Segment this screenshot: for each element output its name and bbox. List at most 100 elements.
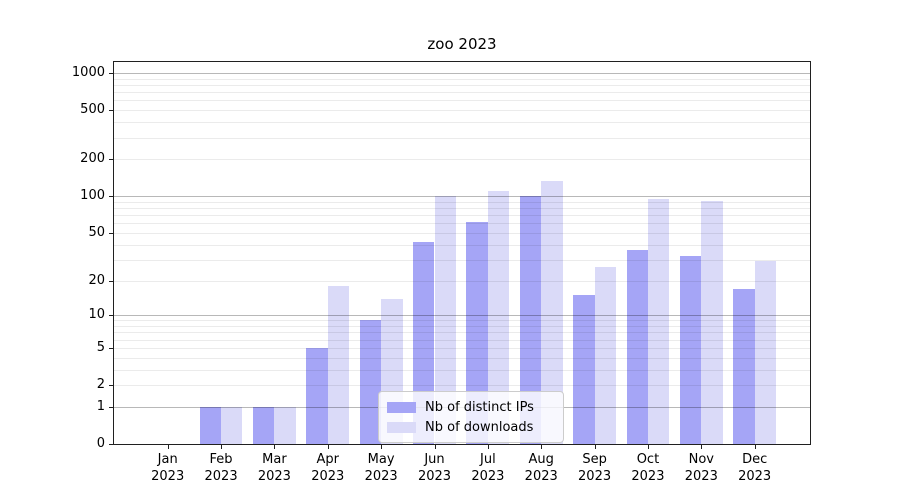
bar-distinct-ips-apr <box>306 347 328 444</box>
x-tick-mark <box>327 444 329 449</box>
y-tick-label: 20 <box>88 272 105 288</box>
x-tick-label: Sep 2023 <box>578 452 612 484</box>
legend-item-distinct-ips: Nb of distinct IPs <box>387 397 555 417</box>
minor-gridline <box>114 122 810 124</box>
x-tick-mark <box>434 444 436 449</box>
x-tick-label: Jan 2023 <box>151 452 185 484</box>
x-tick-mark <box>594 444 596 449</box>
y-tick-label: 5 <box>96 339 105 355</box>
x-tick-label: Nov 2023 <box>684 452 718 484</box>
minor-gridline <box>114 92 810 94</box>
major-gridline <box>114 196 810 198</box>
legend-label-distinct-ips: Nb of distinct IPs <box>425 399 534 415</box>
bar-distinct-ips-jul <box>466 222 488 444</box>
legend-swatch-downloads-icon <box>387 421 416 433</box>
x-tick-mark <box>541 444 543 449</box>
minor-gridline <box>114 159 810 161</box>
minor-gridline <box>114 78 810 80</box>
bar-downloads-mar <box>274 406 296 444</box>
minor-gridline <box>114 259 810 261</box>
y-tick-label: 2 <box>96 377 105 393</box>
bar-downloads-nov <box>701 200 723 444</box>
x-tick-mark <box>221 444 223 449</box>
bar-distinct-ips-oct <box>626 250 648 444</box>
x-tick-mark <box>754 444 756 449</box>
x-tick-label: Dec 2023 <box>738 452 772 484</box>
major-gridline <box>114 73 810 75</box>
minor-gridline <box>114 357 810 359</box>
y-tick-label: 50 <box>88 224 105 240</box>
legend: Nb of distinct IPs Nb of downloads <box>378 391 564 443</box>
minor-gridline <box>114 339 810 341</box>
x-tick-label: Oct 2023 <box>631 452 665 484</box>
minor-gridline <box>114 326 810 328</box>
y-tick-label: 500 <box>80 102 105 118</box>
y-tick-label: 0 <box>96 436 105 451</box>
x-tick-mark <box>487 444 489 449</box>
minor-gridline <box>114 244 810 246</box>
bar-downloads-feb <box>221 406 243 444</box>
bar-downloads-oct <box>647 198 670 444</box>
minor-gridline <box>114 385 810 387</box>
x-tick-mark <box>647 444 649 449</box>
y-tick-mark <box>109 196 114 198</box>
y-tick-mark <box>109 406 114 408</box>
x-tick-label: Jun 2023 <box>417 452 452 484</box>
x-tick-label: Aug 2023 <box>524 452 558 484</box>
y-tick-mark <box>109 347 114 349</box>
minor-gridline <box>114 232 810 234</box>
y-tick-mark <box>109 232 114 234</box>
minor-gridline <box>114 280 810 282</box>
y-tick-label: 200 <box>80 151 105 167</box>
bar-downloads-aug <box>541 181 563 444</box>
x-tick-label: Feb 2023 <box>204 452 238 484</box>
minor-gridline <box>114 201 810 203</box>
bar-distinct-ips-aug <box>519 196 542 444</box>
y-tick-label: 10 <box>88 307 105 323</box>
y-tick-label: 1 <box>96 398 105 414</box>
minor-gridline <box>114 100 810 102</box>
x-tick-mark <box>381 444 383 449</box>
y-tick-label: 1000 <box>71 65 105 81</box>
minor-gridline <box>114 208 810 210</box>
legend-item-downloads: Nb of downloads <box>387 417 555 437</box>
bar-distinct-ips-mar <box>253 406 275 444</box>
minor-gridline <box>114 320 810 322</box>
minor-gridline <box>114 137 810 139</box>
x-tick-label: Mar 2023 <box>257 452 291 484</box>
minor-gridline <box>114 347 810 349</box>
minor-gridline <box>114 223 810 225</box>
bar-downloads-apr <box>327 285 350 444</box>
minor-gridline <box>114 110 810 112</box>
x-tick-label: May 2023 <box>364 452 398 484</box>
bar-downloads-sep <box>594 267 616 444</box>
plot-area <box>109 61 811 449</box>
y-tick-mark <box>109 315 114 317</box>
bar-downloads-jul <box>487 191 510 444</box>
y-tick-mark <box>109 159 114 161</box>
minor-gridline <box>114 369 810 371</box>
major-gridline <box>114 315 810 317</box>
y-tick-mark <box>109 280 114 282</box>
legend-label-downloads: Nb of downloads <box>425 419 534 435</box>
legend-swatch-distinct-ips-icon <box>387 401 416 413</box>
x-tick-mark <box>701 444 703 449</box>
y-tick-mark <box>109 110 114 112</box>
y-tick-label: 100 <box>80 188 105 204</box>
minor-gridline <box>114 85 810 87</box>
minor-gridline <box>114 215 810 217</box>
chart-title: zoo 2023 <box>427 35 497 53</box>
bar-distinct-ips-may <box>359 320 382 444</box>
x-tick-mark <box>274 444 276 449</box>
y-tick-mark <box>109 385 114 387</box>
bar-downloads-dec <box>754 261 777 444</box>
minor-gridline <box>114 332 810 334</box>
bar-distinct-ips-nov <box>679 256 702 444</box>
bar-distinct-ips-dec <box>733 288 755 444</box>
bar-downloads-jun <box>434 195 456 444</box>
x-tick-label: Apr 2023 <box>311 452 345 484</box>
x-tick-mark <box>167 444 169 449</box>
y-tick-mark <box>109 444 114 445</box>
x-tick-label: Jul 2023 <box>471 452 505 484</box>
